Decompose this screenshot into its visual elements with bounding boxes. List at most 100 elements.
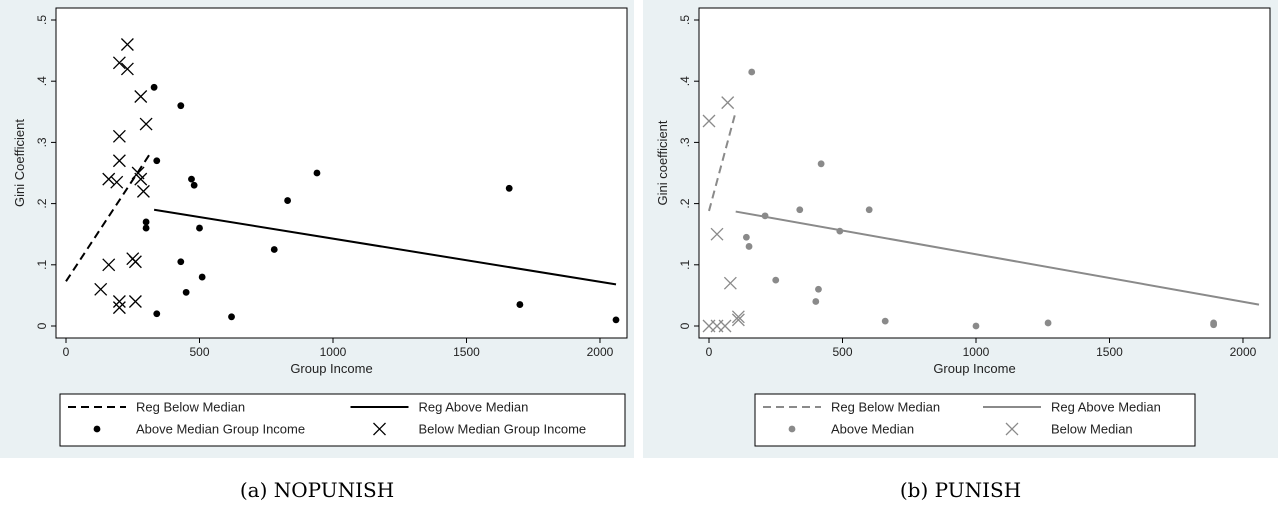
- point-below-median-group-income: [120, 38, 134, 51]
- point-below-median: [702, 114, 716, 128]
- legend-label-above-median: Above Median: [831, 422, 914, 437]
- point-above-median: [1044, 319, 1052, 327]
- point-below-median: [718, 319, 732, 333]
- plot-area: [698, 7, 1271, 339]
- chart-punish: 0 .1 .2 .3 .4 .5 0 500 1000 1500 2000 Group Income G…: [655, 7, 1271, 447]
- point-below-median: [731, 310, 745, 324]
- y-tick-label: .5: [35, 15, 49, 25]
- point-above-median: [865, 206, 873, 214]
- point-above-median-group-income: [228, 313, 235, 321]
- point-above-median-group-income: [516, 301, 524, 308]
- point-above-median: [748, 68, 756, 76]
- point-below-median-group-income: [110, 175, 124, 189]
- point-below-median-group-income: [136, 184, 150, 198]
- x-axis-label: Group Income: [290, 361, 372, 376]
- legend-label-reg-below-median: Reg Below Median: [136, 400, 245, 415]
- legend-key-above-median: [788, 425, 796, 433]
- point-above-median-group-income: [198, 273, 206, 281]
- point-below-median-group-income: [120, 62, 134, 76]
- point-below-median-group-income: [134, 172, 148, 186]
- point-above-median-group-income: [150, 83, 158, 91]
- y-tick-label: .2: [35, 198, 49, 208]
- y-tick-label: .1: [35, 259, 49, 269]
- point-above-median-group-income: [142, 224, 150, 232]
- x-tick-label: 1500: [1096, 345, 1123, 359]
- point-below-median-group-income: [134, 90, 148, 103]
- point-above-median: [796, 206, 804, 214]
- point-below-median-group-income: [112, 154, 126, 168]
- point-below-median-group-income: [112, 129, 126, 143]
- y-tick-label: .2: [678, 198, 692, 208]
- point-below-median-group-income: [102, 172, 116, 186]
- point-above-median: [1210, 321, 1218, 329]
- legend-key-below-median: [1005, 422, 1019, 436]
- point-above-median-group-income: [153, 157, 161, 165]
- chart-panel-nopunish: 0 .1 .2 .3 .4 .5 0 500 1000 1500 2000 Group Income G…: [0, 0, 634, 458]
- point-below-median-group-income: [139, 117, 153, 131]
- x-tick-label: 500: [189, 345, 209, 359]
- point-above-median-group-income: [270, 246, 278, 253]
- chart-panel-punish: 0 .1 .2 .3 .4 .5 0 500 1000 1500 2000 Group Income G…: [643, 0, 1278, 458]
- y-tick-label: 0: [678, 322, 692, 329]
- y-tick-label: .4: [35, 76, 49, 86]
- legend-label-below-median-group-income: Below Median Group Income: [419, 422, 587, 437]
- point-below-median-group-income: [94, 282, 108, 296]
- y-axis-label: Gini coefficient: [655, 120, 670, 205]
- x-axis-label: Group Income: [933, 361, 1015, 376]
- y-axis-label: Gini Coefficient: [12, 119, 27, 207]
- point-above-median: [742, 233, 750, 241]
- x-tick-label: 500: [832, 345, 852, 359]
- point-below-median-group-income: [112, 301, 126, 315]
- y-tick-label: .3: [35, 137, 49, 147]
- point-above-median-group-income: [153, 310, 161, 318]
- point-above-median-group-income: [177, 258, 185, 266]
- regression-line-reg-above-median: [735, 210, 1260, 306]
- point-below-median: [710, 227, 724, 241]
- plot-area: [55, 7, 628, 339]
- point-above-median-group-income: [196, 224, 203, 232]
- y-tick-label: 0: [35, 322, 49, 329]
- caption-punish: (b) PUNISH: [899, 478, 1022, 502]
- y-tick-label: .1: [678, 259, 692, 269]
- x-tick-label: 0: [63, 345, 70, 359]
- legend-key-above-median-group-income: [93, 425, 101, 433]
- point-above-median: [745, 243, 753, 250]
- legend-label-reg-above-median: Reg Above Median: [1051, 400, 1161, 415]
- legend-key-below-median-group-income: [373, 422, 386, 436]
- legend-label-below-median: Below Median: [1051, 422, 1133, 437]
- x-tick-label: 1000: [320, 345, 347, 359]
- point-above-median: [815, 285, 822, 293]
- point-above-median: [881, 317, 889, 325]
- point-above-median: [812, 298, 820, 305]
- point-above-median: [817, 160, 825, 168]
- x-tick-label: 1500: [453, 345, 480, 359]
- point-below-median: [731, 313, 745, 327]
- point-below-median: [721, 96, 735, 110]
- x-tick-label: 1000: [963, 345, 990, 359]
- point-above-median-group-income: [190, 181, 198, 189]
- point-below-median-group-income: [112, 295, 126, 308]
- legend-label-reg-below-median: Reg Below Median: [831, 400, 940, 415]
- point-below-median-group-income: [102, 258, 116, 272]
- point-above-median-group-income: [182, 288, 190, 296]
- point-above-median-group-income: [177, 102, 185, 110]
- y-tick-label: .4: [678, 76, 692, 86]
- point-above-median-group-income: [188, 175, 195, 183]
- x-tick-label: 2000: [1230, 345, 1257, 359]
- point-above-median-group-income: [284, 197, 292, 204]
- point-above-median-group-income: [142, 218, 150, 226]
- legend-box: [59, 393, 626, 447]
- point-above-median-group-income: [505, 184, 513, 192]
- point-below-median-group-income: [112, 56, 126, 70]
- legend-label-reg-above-median: Reg Above Median: [419, 400, 529, 415]
- y-tick-label: .5: [678, 15, 692, 25]
- point-below-median-group-income: [128, 255, 142, 269]
- regression-line-reg-below-median: [708, 111, 737, 212]
- point-above-median: [772, 276, 780, 284]
- x-tick-label: 0: [706, 345, 713, 359]
- point-above-median-group-income: [313, 169, 321, 177]
- caption-nopunish: (a) NOPUNISH: [239, 478, 395, 502]
- point-above-median: [972, 322, 980, 330]
- legend-label-above-median-group-income: Above Median Group Income: [136, 422, 305, 437]
- y-tick-label: .3: [678, 137, 692, 147]
